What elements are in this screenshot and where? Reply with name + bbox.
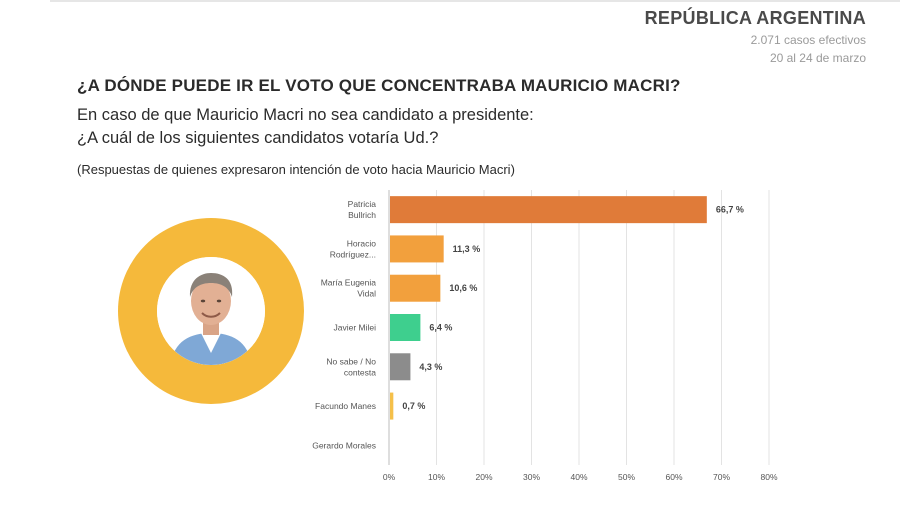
category-label: Rodríguez... <box>330 249 376 259</box>
x-tick-label: 50% <box>618 472 635 482</box>
category-label: Horacio <box>347 238 377 248</box>
data-label: 6,4 % <box>429 323 452 333</box>
x-tick-label: 40% <box>570 472 587 482</box>
bar <box>390 314 421 341</box>
bar <box>390 196 707 224</box>
category-label: Javier Milei <box>333 323 376 333</box>
category-label: María Eugenia <box>321 278 377 288</box>
question-line-1: En caso de que Mauricio Macri no sea can… <box>77 106 534 124</box>
x-tick-label: 70% <box>713 472 730 482</box>
category-label: Bullrich <box>348 210 376 220</box>
cases-count: 2.071 casos efectivos <box>750 33 866 47</box>
person-icon <box>157 257 265 365</box>
data-label: 11,3 % <box>453 244 481 254</box>
candidate-portrait <box>157 257 265 365</box>
top-divider <box>50 0 900 2</box>
x-tick-label: 60% <box>665 472 682 482</box>
category-label: Vidal <box>357 289 376 299</box>
bar <box>390 235 444 263</box>
category-label: Patricia <box>348 199 377 209</box>
chart-title: ¿A DÓNDE PUEDE IR EL VOTO QUE CONCENTRAB… <box>77 76 681 95</box>
data-label: 0,7 % <box>402 401 425 411</box>
x-tick-label: 30% <box>523 472 540 482</box>
survey-dates: 20 al 24 de marzo <box>769 51 866 65</box>
bar <box>390 353 411 381</box>
category-label: No sabe / No <box>326 356 376 366</box>
question-line-2: ¿A cuál de los siguientes candidatos vot… <box>77 129 439 147</box>
data-label: 4,3 % <box>419 362 442 372</box>
data-label: 66,7 % <box>716 205 744 215</box>
respondents-note: (Respuestas de quienes expresaron intenc… <box>77 162 515 177</box>
x-tick-label: 0% <box>383 472 396 482</box>
category-label: Gerardo Morales <box>312 440 376 450</box>
data-label: 10,6 % <box>449 283 477 293</box>
country-title: REPÚBLICA ARGENTINA <box>644 8 866 28</box>
category-label: Facundo Manes <box>315 401 376 411</box>
category-label: contesta <box>344 367 376 377</box>
bar <box>390 274 441 302</box>
x-tick-label: 80% <box>760 472 777 482</box>
bar <box>390 392 394 420</box>
x-tick-label: 10% <box>428 472 445 482</box>
x-tick-label: 20% <box>475 472 492 482</box>
